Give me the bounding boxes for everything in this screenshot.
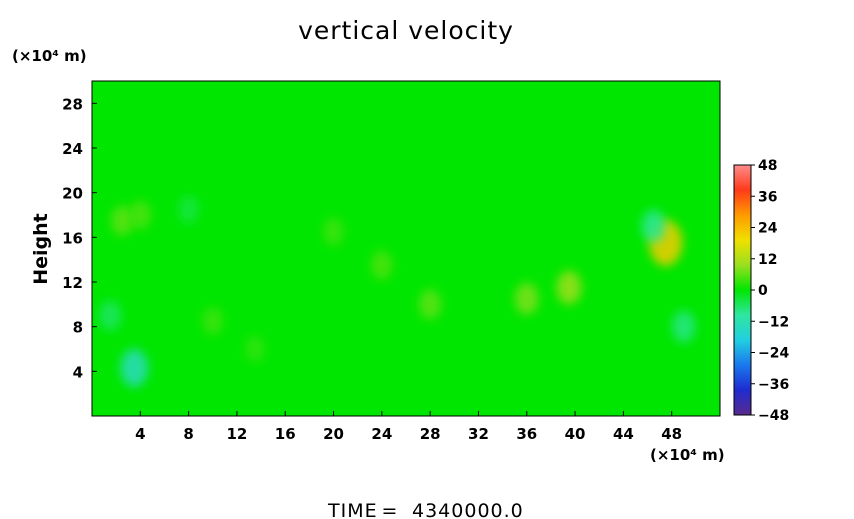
colorbar-ticks: 48 36 24 12 0 −12 −24 −36 −48 <box>751 158 789 424</box>
colorbar-tick-label-0: 0 <box>758 283 768 299</box>
y-tick-label-4: 4 <box>73 363 83 381</box>
chart-title: vertical velocity <box>298 16 514 45</box>
time-label: TIME <box>327 500 378 519</box>
heatmap-feature-14 <box>99 300 122 331</box>
colorbar-tick-label-24: 24 <box>758 221 778 237</box>
x-tick-label-8: 8 <box>183 425 193 443</box>
y-axis-unit: (×10⁴ m) <box>12 47 87 65</box>
y-tick-label-12: 12 <box>62 274 83 292</box>
x-tick-label-44: 44 <box>613 425 634 443</box>
y-tick-label-20: 20 <box>62 185 83 203</box>
colorbar-tick-label--48: −48 <box>758 408 789 424</box>
colorbar-tick-label--24: −24 <box>758 346 789 362</box>
colorbar-tick-label-48: 48 <box>758 158 777 174</box>
x-tick-label-48: 48 <box>661 425 682 443</box>
x-tick-label-4: 4 <box>135 425 145 443</box>
heatmap-feature-6 <box>556 270 582 305</box>
x-tick-label-36: 36 <box>516 425 537 443</box>
x-tick-label-20: 20 <box>323 425 344 443</box>
y-axis-ticks: 4 8 12 16 20 24 28 <box>62 95 97 381</box>
heatmap-field <box>92 81 720 416</box>
x-axis-ticks: 4 8 12 16 20 24 28 32 36 40 44 48 <box>135 411 682 443</box>
heatmap-feature-10 <box>323 217 344 246</box>
heatmap-feature-8 <box>419 289 442 320</box>
x-tick-label-12: 12 <box>226 425 247 443</box>
heatmap-feature-7 <box>514 282 539 315</box>
colorbar <box>733 164 752 416</box>
heatmap-feature-1 <box>111 205 134 236</box>
colorbar-tick-label--12: −12 <box>758 314 789 330</box>
x-tick-label-32: 32 <box>468 425 489 443</box>
y-tick-label-8: 8 <box>73 319 83 337</box>
heatmap-feature-11 <box>202 307 224 336</box>
heatmap-feature-12 <box>244 335 266 363</box>
y-tick-label-28: 28 <box>62 95 83 113</box>
colorbar-tick-label-36: 36 <box>758 189 777 205</box>
y-tick-label-16: 16 <box>62 229 83 247</box>
x-tick-label-24: 24 <box>371 425 392 443</box>
time-equals: = <box>382 500 399 519</box>
heatmap-feature-2 <box>129 200 152 230</box>
plot-frame <box>91 80 721 417</box>
heatmap-feature-5 <box>671 310 696 343</box>
heatmap-feature-4 <box>641 209 666 243</box>
heatmap-feature-9 <box>371 250 393 280</box>
x-tick-label-28: 28 <box>420 425 441 443</box>
y-axis-label: Height <box>30 213 52 285</box>
colorbar-tick-label-12: 12 <box>758 252 777 268</box>
heatmap-feature-13 <box>178 195 200 224</box>
heatmap-features <box>99 195 696 387</box>
colorbar-tick-label--36: −36 <box>758 377 789 393</box>
x-tick-label-40: 40 <box>565 425 586 443</box>
heatmap-feature-0 <box>120 348 149 387</box>
x-axis-unit: (×10⁴ m) <box>650 446 725 464</box>
y-tick-label-24: 24 <box>62 140 83 158</box>
time-value: 4340000.0 <box>412 500 524 519</box>
x-tick-label-16: 16 <box>275 425 296 443</box>
